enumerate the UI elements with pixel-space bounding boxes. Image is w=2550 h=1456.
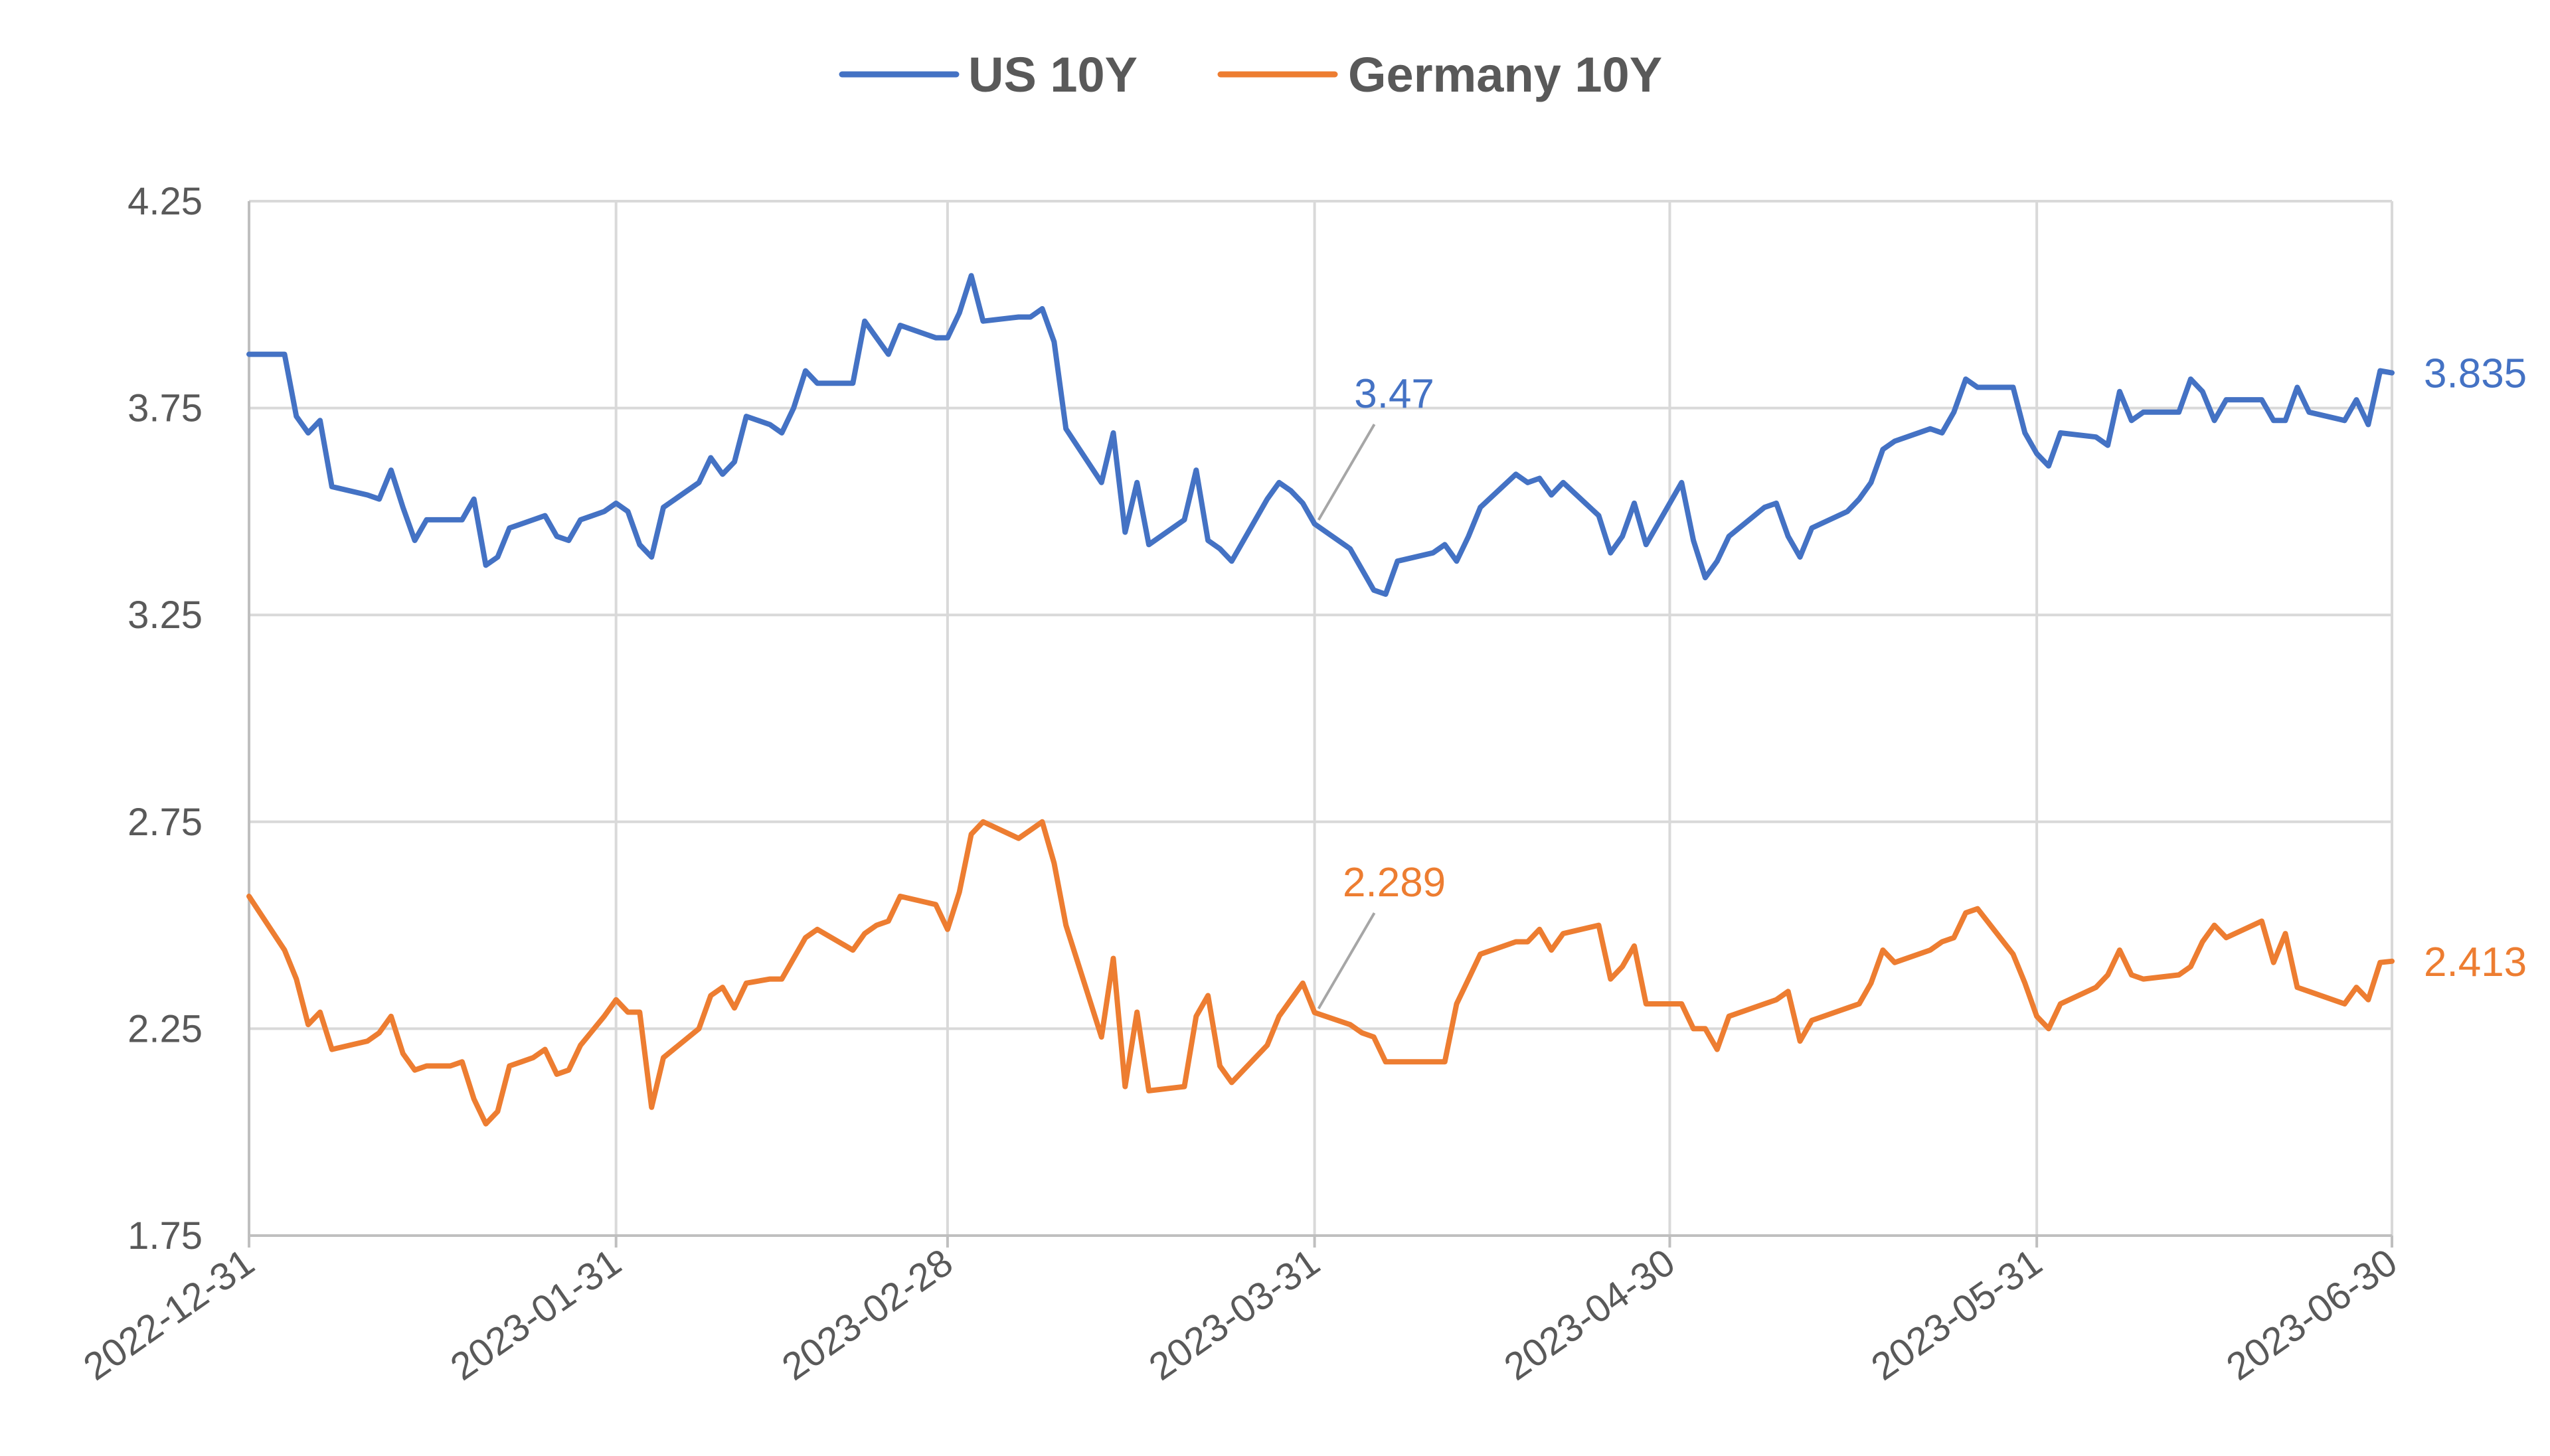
x-tick-label: 2023-02-28 — [774, 1240, 960, 1388]
x-tick-label: 2023-06-30 — [2219, 1240, 2405, 1388]
gridlines — [249, 200, 2393, 1236]
legend-label-germany-10y: Germany 10Y — [1348, 47, 1662, 102]
legend: US 10Y Germany 10Y — [839, 47, 1662, 102]
y-tick-label: 3.25 — [128, 594, 203, 637]
y-tick-label: 2.75 — [128, 801, 203, 844]
y-tick-label: 4.25 — [128, 180, 203, 223]
y-tick-label: 1.75 — [128, 1214, 203, 1257]
x-tick-label: 2023-04-30 — [1497, 1240, 1683, 1388]
y-axis-tick-labels: 4.25 3.75 3.25 2.75 2.25 1.75 — [128, 180, 203, 1257]
x-tick-label: 2023-01-31 — [443, 1240, 629, 1388]
x-tick-label: 2022-12-31 — [76, 1240, 262, 1388]
data-labels: 3.47 3.835 2.289 2.413 — [1317, 351, 2527, 1010]
callout-leader — [1317, 424, 1376, 521]
data-label-us-10y: 3.47 — [1354, 371, 1434, 417]
data-label-germany-10y: 2.289 — [1343, 860, 1446, 906]
axes — [248, 201, 2393, 1248]
callout-leader — [1317, 912, 1376, 1010]
x-tick-label: 2023-05-31 — [1863, 1240, 2049, 1388]
end-label-germany-10y: 2.413 — [2424, 939, 2527, 985]
x-axis-tick-labels: 2022-12-31 2023-01-31 2023-02-28 2023-03-31… — [76, 1240, 2405, 1388]
series-line-us-10y — [246, 273, 2395, 597]
x-tick-label: 2023-03-31 — [1142, 1240, 1327, 1388]
y-tick-label: 2.25 — [128, 1007, 203, 1050]
end-label-us-10y: 3.835 — [2424, 351, 2527, 397]
series-lines — [246, 273, 2395, 1127]
legend-label-us-10y: US 10Y — [968, 47, 1138, 102]
y-tick-label: 3.75 — [128, 387, 203, 430]
series-line-germany-10y — [246, 819, 2395, 1127]
